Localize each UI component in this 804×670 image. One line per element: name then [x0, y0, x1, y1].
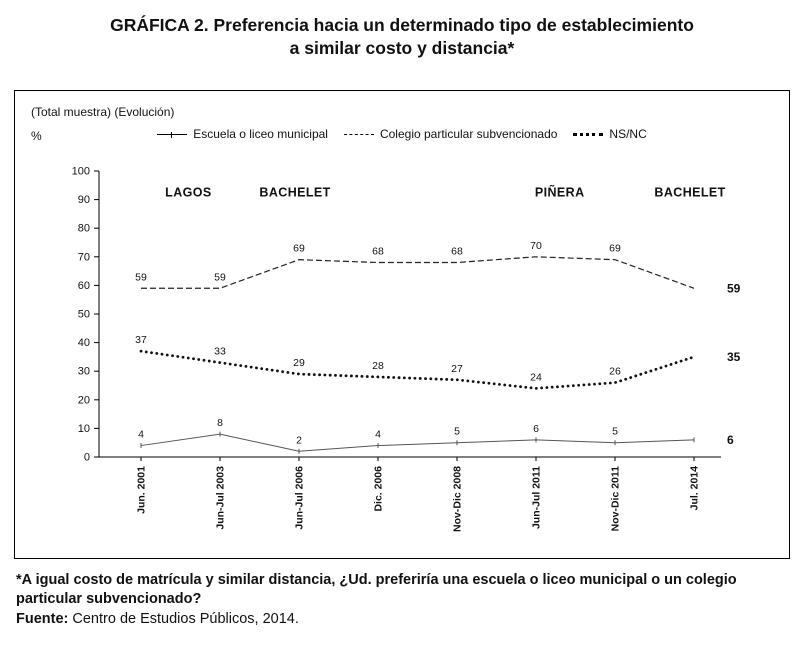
svg-text:70: 70	[78, 251, 90, 263]
svg-text:4: 4	[375, 429, 381, 441]
svg-text:69: 69	[609, 243, 621, 255]
svg-text:6: 6	[533, 423, 539, 435]
svg-text:50: 50	[78, 309, 90, 321]
legend-item-1: Colegio particular subvencionado	[343, 127, 558, 142]
legend-row: % Escuela o liceo municipal Colegio parti…	[15, 123, 789, 147]
legend: Escuela o liceo municipal Colegio particu…	[15, 123, 789, 141]
series-2: 4 8 2 4 5 6 5 6	[138, 417, 734, 454]
svg-text:8: 8	[217, 417, 223, 429]
period-labels: LAGOS BACHELET PIÑERA BACHELET	[165, 185, 725, 200]
svg-text:BACHELET: BACHELET	[654, 186, 725, 200]
svg-text:100: 100	[72, 166, 90, 178]
legend-item-2: NS/NC	[573, 127, 647, 142]
svg-text:33: 33	[214, 346, 226, 358]
source-label: Fuente:	[16, 611, 69, 628]
svg-text:80: 80	[78, 223, 90, 235]
series-1: 37 33 29 28 27 24 26 35	[135, 334, 741, 390]
svg-text:LAGOS: LAGOS	[165, 186, 211, 200]
svg-text:0: 0	[84, 452, 90, 464]
title-line-1: GRÁFICA 2. Preferencia hacia un determin…	[0, 14, 804, 37]
legend-dotted-line-icon	[573, 132, 604, 136]
svg-text:6: 6	[727, 433, 734, 447]
svg-text:Jun-Jul 2006: Jun-Jul 2006	[294, 466, 306, 530]
svg-text:68: 68	[451, 246, 463, 258]
source-line: Fuente: Centro de Estudios Públicos, 201…	[16, 611, 788, 627]
source-text: Centro de Estudios Públicos, 2014.	[68, 611, 299, 628]
svg-text:69: 69	[293, 243, 305, 255]
svg-text:70: 70	[530, 240, 542, 252]
legend-dashed-line-icon	[343, 133, 374, 135]
svg-text:5: 5	[454, 426, 460, 438]
title-text: Preferencia hacia un determinado tipo de…	[213, 15, 694, 35]
svg-text:37: 37	[135, 334, 147, 346]
svg-text:Jul. 2014: Jul. 2014	[689, 466, 701, 511]
page: GRÁFICA 2. Preferencia hacia un determin…	[0, 14, 804, 627]
svg-text:4: 4	[138, 429, 144, 441]
svg-text:Jun-Jul 2003: Jun-Jul 2003	[215, 466, 227, 530]
title-line-2: a similar costo y distancia*	[289, 38, 515, 59]
svg-text:40: 40	[78, 337, 90, 349]
title-prefix: GRÁFICA 2.	[110, 15, 209, 35]
svg-text:20: 20	[78, 394, 90, 406]
series-0: 59 59 69 68 68 70 69 59	[135, 240, 741, 295]
svg-text:Nov-Dic 2011: Nov-Dic 2011	[610, 466, 622, 532]
svg-text:26: 26	[609, 366, 621, 378]
svg-text:29: 29	[293, 357, 305, 369]
svg-text:2: 2	[296, 434, 302, 446]
svg-text:Jun. 2001: Jun. 2001	[136, 466, 148, 514]
svg-text:27: 27	[451, 363, 463, 375]
svg-text:59: 59	[135, 271, 147, 283]
svg-text:28: 28	[372, 360, 384, 372]
legend-label: Colegio particular subvencionado	[379, 127, 558, 142]
chart-frame: (Total muestra) (Evolución) % Escuela o …	[14, 90, 790, 560]
svg-text:Nov-Dic 2008: Nov-Dic 2008	[452, 466, 464, 532]
svg-text:Dic. 2006: Dic. 2006	[373, 466, 385, 512]
svg-text:68: 68	[372, 246, 384, 258]
svg-text:24: 24	[530, 372, 542, 384]
svg-text:5: 5	[612, 426, 618, 438]
svg-text:30: 30	[78, 366, 90, 378]
svg-text:59: 59	[214, 271, 226, 283]
sample-note: (Total muestra) (Evolución)	[31, 105, 175, 120]
svg-text:90: 90	[78, 194, 90, 206]
chart-title: GRÁFICA 2. Preferencia hacia un determin…	[0, 14, 804, 60]
svg-text:35: 35	[727, 350, 741, 364]
svg-text:60: 60	[78, 280, 90, 292]
legend-item-0: Escuela o liceo municipal	[157, 127, 328, 141]
svg-text:59: 59	[727, 281, 741, 295]
legend-label: Escuela o liceo municipal	[193, 127, 328, 142]
svg-text:PIÑERA: PIÑERA	[535, 185, 585, 200]
x-axis-labels: Jun. 2001 Jun-Jul 2003 Jun-Jul 2006 Dic. 20…	[136, 457, 701, 532]
legend-label: NS/NC	[609, 127, 647, 142]
legend-solid-line-icon	[157, 131, 188, 138]
y-axis-unit-label: %	[31, 129, 42, 144]
svg-text:Jun-Jul 2011: Jun-Jul 2011	[531, 466, 543, 529]
svg-text:10: 10	[78, 423, 90, 435]
svg-text:BACHELET: BACHELET	[259, 186, 330, 200]
footnote: *A igual costo de matrícula y similar di…	[16, 572, 737, 608]
